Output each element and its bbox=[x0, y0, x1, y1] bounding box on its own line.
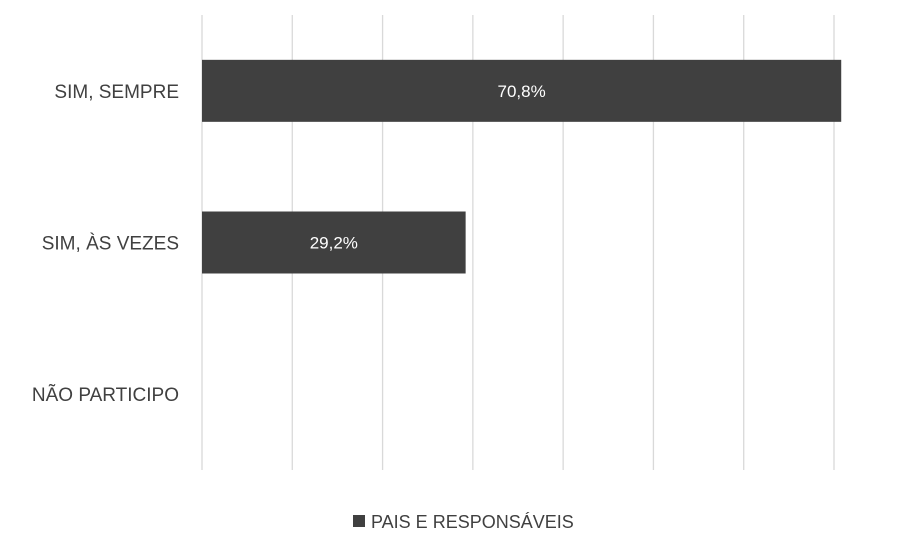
legend: PAIS E RESPONSÁVEIS bbox=[353, 512, 574, 532]
legend-swatch bbox=[353, 515, 365, 527]
category-label: SIM, ÀS VEZES bbox=[42, 234, 179, 255]
category-label: SIM, SEMPRE bbox=[54, 82, 179, 103]
bars: 70,8% 29,2% bbox=[202, 59, 842, 274]
bar bbox=[202, 211, 466, 274]
category-label: NÃO PARTICIPO bbox=[32, 384, 179, 406]
bar bbox=[202, 59, 842, 122]
data-label: 29,2% bbox=[310, 234, 358, 253]
legend-label: PAIS E RESPONSÁVEIS bbox=[371, 512, 574, 532]
category-labels: SIM, SEMPRE SIM, ÀS VEZES NÃO PARTICIPO bbox=[32, 82, 179, 406]
data-label: 70,8% bbox=[498, 82, 546, 101]
